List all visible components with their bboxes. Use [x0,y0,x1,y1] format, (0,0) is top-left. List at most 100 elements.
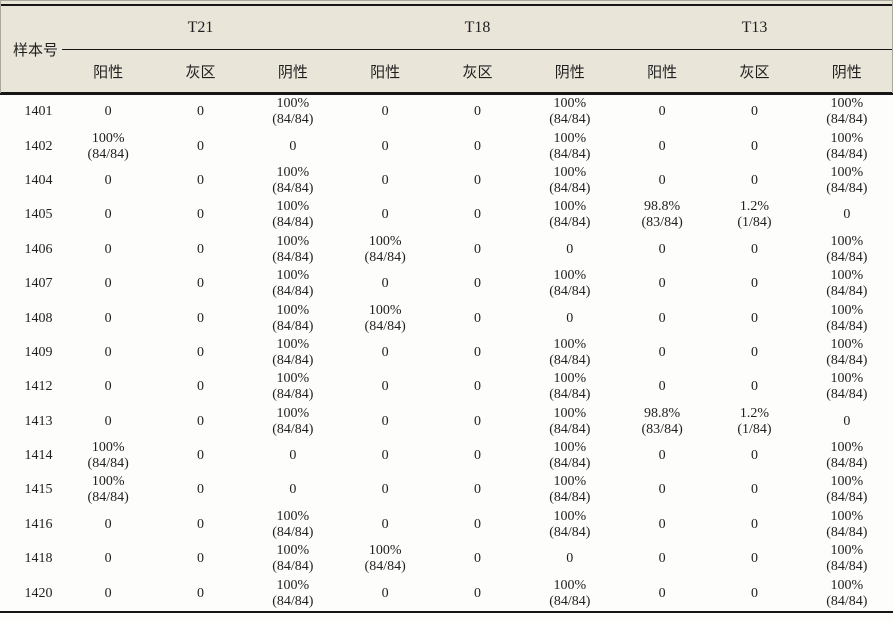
table-cell: 0 [104,241,112,257]
table-cell: 100% (84/84) [364,233,406,265]
table-cell: 0 [104,207,112,223]
table-cell: 100% (84/84) [826,233,868,265]
table-cell: 0 [196,104,204,120]
table-cell: 100% (84/84) [826,268,868,300]
row-sample-id: 1418 [24,551,53,567]
table-cell: 0 [196,138,204,154]
results-table: 样本号 T21 T18 T13 阳性 灰区 阴性 阳性 灰区 阴性 阳性 灰区 阴性 1401 0 0 1… [0,6,893,613]
table-cell: 0 [658,241,666,257]
table-cell: 0 [62,576,155,613]
table-row-1402: 1402 100% (84/84) 0 0 0 0 100% (84/84) 0 0 100% (… [0,129,893,163]
table-row-1420: 1420 0 0 100% (84/84) 0 0 100% (84/84) 0 0 100% (… [0,576,893,613]
row-sample-id: 1402 [24,138,53,154]
table-cell: 0 [381,276,389,292]
table-cell: 0 [566,551,574,567]
table-cell: 0 [658,516,666,532]
table-cell: 100% (84/84) [549,164,591,196]
table-cell: 0 [843,413,851,429]
table-row-1404: 1404 0 0 100% (84/84) 0 0 100% (84/84) 0 0 100% (… [0,164,893,198]
table-row-1413: 1413 0 0 100% (84/84) 0 0 100% (84/84) 98.8% (8… [0,405,893,439]
table-cell: 0 [196,310,204,326]
table-cell: 100% (84/84) [800,576,893,613]
table-cell: 0 [338,576,432,613]
table-cell: 100% (84/84) [826,96,868,128]
table-cell: 100% (84/84) [826,336,868,368]
table-cell: 0 [750,138,758,154]
table-cell: 0 [750,551,758,567]
table-row-1414: 1414 100% (84/84) 0 0 0 0 100% (84/84) 0 0 100% (… [0,439,893,473]
table-cell: 0 [104,379,112,395]
table-cell: 100% (84/84) [826,508,868,540]
table-row-1415: 1415 100% (84/84) 0 0 0 0 100% (84/84) 0 0 100% (… [0,473,893,507]
table-cell: 100% (84/84) [549,405,591,437]
table-cell: 0 [381,172,389,188]
table-row-1416: 1416 0 0 100% (84/84) 0 0 100% (84/84) 0 0 100% (… [0,508,893,542]
table-header: 样本号 T21 T18 T13 阳性 灰区 阴性 阳性 灰区 阴性 阳性 灰区 阴性 [0,6,893,95]
table-cell: 98.8% (83/84) [641,199,683,231]
table-cell: 100% (84/84) [272,508,314,540]
column-header-t13-1: 灰区 [708,49,801,95]
table-cell: 0 [473,551,481,567]
table-cell: 0 [289,482,297,498]
table-cell: 0 [750,344,758,360]
table-cell: 0 [750,516,758,532]
table-cell: 0 [196,448,204,464]
table-cell: 0 [196,276,204,292]
table-cell: 0 [196,551,204,567]
column-header-t21-2: 阴性 [246,49,339,95]
table-row-1405: 1405 0 0 100% (84/84) 0 0 100% (84/84) 98.8% (8… [0,198,893,232]
table-cell: 100% (84/84) [87,474,129,506]
table-cell: 0 [473,448,481,464]
group-header-t18: T18 [338,6,616,50]
group-header-t13: T13 [615,6,893,50]
table-cell: 0 [615,576,709,613]
table-row-1412: 1412 0 0 100% (84/84) 0 0 100% (84/84) 0 0 100% (… [0,370,893,404]
column-header-t13-2: 阴性 [800,49,893,95]
table-cell: 0 [750,310,758,326]
table-row-1406: 1406 0 0 100% (84/84) 100% (84/84) 0 0 0 0 100% (… [0,233,893,267]
table-cell: 0 [154,576,247,613]
table-cell: 100% (84/84) [272,199,314,231]
table-cell: 0 [196,344,204,360]
table-cell: 100% (84/84) [826,302,868,334]
table-cell: 100% (84/84) [826,474,868,506]
column-header-t13-0: 阳性 [615,49,709,95]
table-cell: 0 [104,344,112,360]
table-cell: 0 [658,344,666,360]
table-cell: 0 [381,516,389,532]
table-cell: 100% (84/84) [272,164,314,196]
table-cell: 0 [658,104,666,120]
table-cell: 100% (84/84) [364,543,406,575]
table-cell: 0 [289,138,297,154]
table-cell: 100% (84/84) [826,371,868,403]
table-cell: 0 [196,207,204,223]
table-cell: 0 [104,172,112,188]
table-cell: 0 [104,551,112,567]
table-cell: 100% (84/84) [549,130,591,162]
table-cell: 1.2% (1/84) [737,405,772,437]
table-row-1409: 1409 0 0 100% (84/84) 0 0 100% (84/84) 0 0 100% (… [0,336,893,370]
table-cell: 0 [196,241,204,257]
row-sample-id: 1416 [24,516,53,532]
table-cell: 0 [381,344,389,360]
row-sample-id: 1412 [24,379,53,395]
table-body: 1401 0 0 100% (84/84) 0 0 100% (84/84) 0 0 100% (… [0,94,893,613]
table-cell: 100% (84/84) [549,371,591,403]
table-cell: 0 [473,276,481,292]
table-cell: 0 [658,276,666,292]
table-cell: 0 [473,138,481,154]
table-cell: 100% (84/84) [364,302,406,334]
row-sample-id: 1406 [24,241,53,257]
table-cell: 100% (84/84) [549,268,591,300]
table-row-1418: 1418 0 0 100% (84/84) 100% (84/84) 0 0 0 0 100% (… [0,542,893,576]
row-sample-id: 1404 [24,172,53,188]
table-cell: 0 [381,207,389,223]
table-row-1401: 1401 0 0 100% (84/84) 0 0 100% (84/84) 0 0 100% (… [0,94,893,130]
table-cell: 0 [381,413,389,429]
table-cell: 100% (84/84) [272,405,314,437]
table-cell: 0 [196,516,204,532]
table-cell: 100% (84/84) [272,96,314,128]
table-cell: 100% (84/84) [87,440,129,472]
table-cell: 0 [473,241,481,257]
